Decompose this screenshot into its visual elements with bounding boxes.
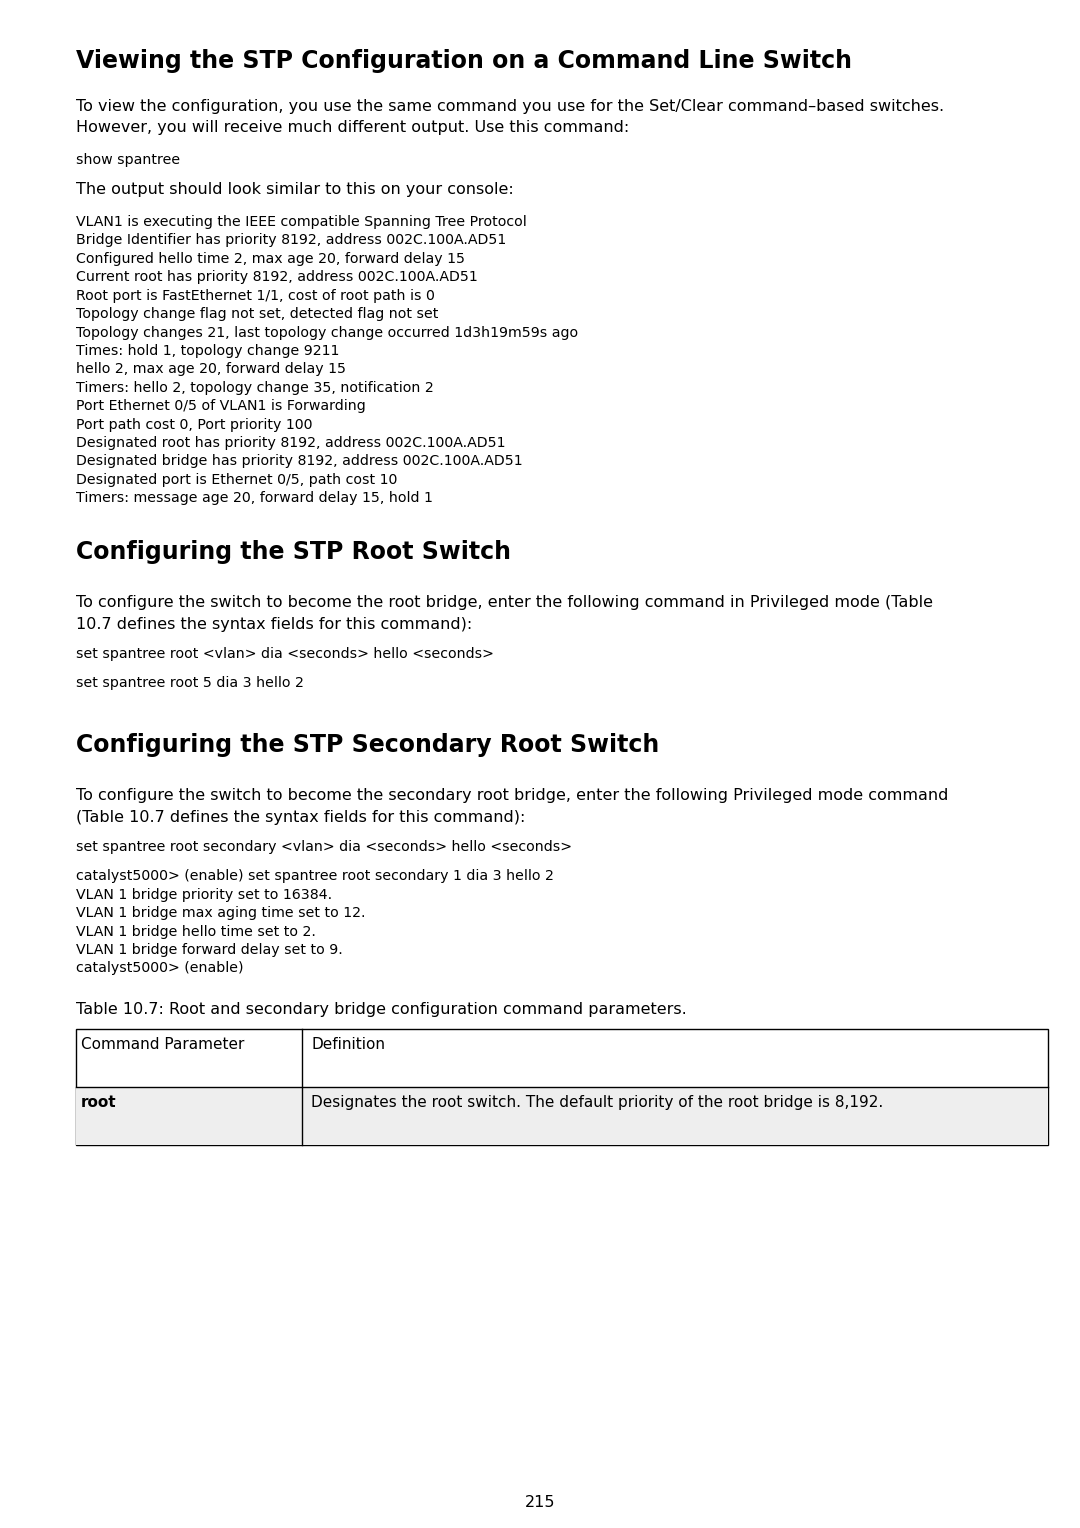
Text: 10.7 defines the syntax fields for this command):: 10.7 defines the syntax fields for this … — [76, 617, 472, 631]
Text: To configure the switch to become the secondary root bridge, enter the following: To configure the switch to become the se… — [76, 788, 948, 804]
Text: However, you will receive much different output. Use this command:: However, you will receive much different… — [76, 121, 629, 134]
Text: (Table 10.7 defines the syntax fields for this command):: (Table 10.7 defines the syntax fields fo… — [76, 810, 525, 825]
Text: root: root — [81, 1096, 117, 1109]
Text: Timers: message age 20, forward delay 15, hold 1: Timers: message age 20, forward delay 15… — [76, 492, 432, 506]
Text: To view the configuration, you use the same command you use for the Set/Clear co: To view the configuration, you use the s… — [76, 99, 944, 113]
Text: VLAN 1 bridge max aging time set to 12.: VLAN 1 bridge max aging time set to 12. — [76, 906, 365, 920]
Text: Topology change flag not set, detected flag not set: Topology change flag not set, detected f… — [76, 307, 438, 321]
Text: Topology changes 21, last topology change occurred 1d3h19m59s ago: Topology changes 21, last topology chang… — [76, 325, 578, 339]
Text: Configured hello time 2, max age 20, forward delay 15: Configured hello time 2, max age 20, for… — [76, 252, 464, 266]
FancyBboxPatch shape — [76, 1030, 1048, 1146]
Text: show spantree: show spantree — [76, 153, 179, 167]
Text: VLAN 1 bridge forward delay set to 9.: VLAN 1 bridge forward delay set to 9. — [76, 943, 342, 957]
Text: 215: 215 — [525, 1494, 555, 1510]
FancyBboxPatch shape — [76, 1088, 1048, 1146]
Text: VLAN 1 bridge hello time set to 2.: VLAN 1 bridge hello time set to 2. — [76, 924, 315, 938]
Text: Timers: hello 2, topology change 35, notification 2: Timers: hello 2, topology change 35, not… — [76, 380, 433, 394]
Text: Designated root has priority 8192, address 002C.100A.AD51: Designated root has priority 8192, addre… — [76, 435, 505, 451]
Text: Port path cost 0, Port priority 100: Port path cost 0, Port priority 100 — [76, 417, 312, 431]
Text: Root port is FastEthernet 1/1, cost of root path is 0: Root port is FastEthernet 1/1, cost of r… — [76, 289, 434, 303]
Text: set spantree root secondary <vlan> dia <seconds> hello <seconds>: set spantree root secondary <vlan> dia <… — [76, 840, 571, 854]
Text: Times: hold 1, topology change 9211: Times: hold 1, topology change 9211 — [76, 344, 339, 358]
Text: Viewing the STP Configuration on a Command Line Switch: Viewing the STP Configuration on a Comma… — [76, 49, 852, 73]
Text: Configuring the STP Secondary Root Switch: Configuring the STP Secondary Root Switc… — [76, 733, 659, 758]
Text: Command Parameter: Command Parameter — [81, 1038, 244, 1051]
Text: VLAN 1 bridge priority set to 16384.: VLAN 1 bridge priority set to 16384. — [76, 888, 332, 902]
Text: set spantree root <vlan> dia <seconds> hello <seconds>: set spantree root <vlan> dia <seconds> h… — [76, 646, 494, 660]
Text: Current root has priority 8192, address 002C.100A.AD51: Current root has priority 8192, address … — [76, 270, 477, 284]
Text: Designates the root switch. The default priority of the root bridge is 8,192.: Designates the root switch. The default … — [311, 1096, 883, 1109]
Text: Designated bridge has priority 8192, address 002C.100A.AD51: Designated bridge has priority 8192, add… — [76, 454, 523, 469]
Text: Port Ethernet 0/5 of VLAN1 is Forwarding: Port Ethernet 0/5 of VLAN1 is Forwarding — [76, 399, 365, 413]
Text: Bridge Identifier has priority 8192, address 002C.100A.AD51: Bridge Identifier has priority 8192, add… — [76, 234, 505, 248]
Text: VLAN1 is executing the IEEE compatible Spanning Tree Protocol: VLAN1 is executing the IEEE compatible S… — [76, 215, 526, 229]
Text: Designated port is Ethernet 0/5, path cost 10: Designated port is Ethernet 0/5, path co… — [76, 472, 397, 487]
Text: Configuring the STP Root Switch: Configuring the STP Root Switch — [76, 541, 511, 564]
Text: Table 10.7: Root and secondary bridge configuration command parameters.: Table 10.7: Root and secondary bridge co… — [76, 1002, 687, 1018]
Text: hello 2, max age 20, forward delay 15: hello 2, max age 20, forward delay 15 — [76, 362, 346, 376]
Text: The output should look similar to this on your console:: The output should look similar to this o… — [76, 182, 513, 197]
Text: catalyst5000> (enable) set spantree root secondary 1 dia 3 hello 2: catalyst5000> (enable) set spantree root… — [76, 869, 553, 883]
Text: To configure the switch to become the root bridge, enter the following command i: To configure the switch to become the ro… — [76, 594, 933, 610]
Text: Definition: Definition — [311, 1038, 386, 1051]
Text: set spantree root 5 dia 3 hello 2: set spantree root 5 dia 3 hello 2 — [76, 675, 303, 691]
Text: catalyst5000> (enable): catalyst5000> (enable) — [76, 961, 243, 975]
